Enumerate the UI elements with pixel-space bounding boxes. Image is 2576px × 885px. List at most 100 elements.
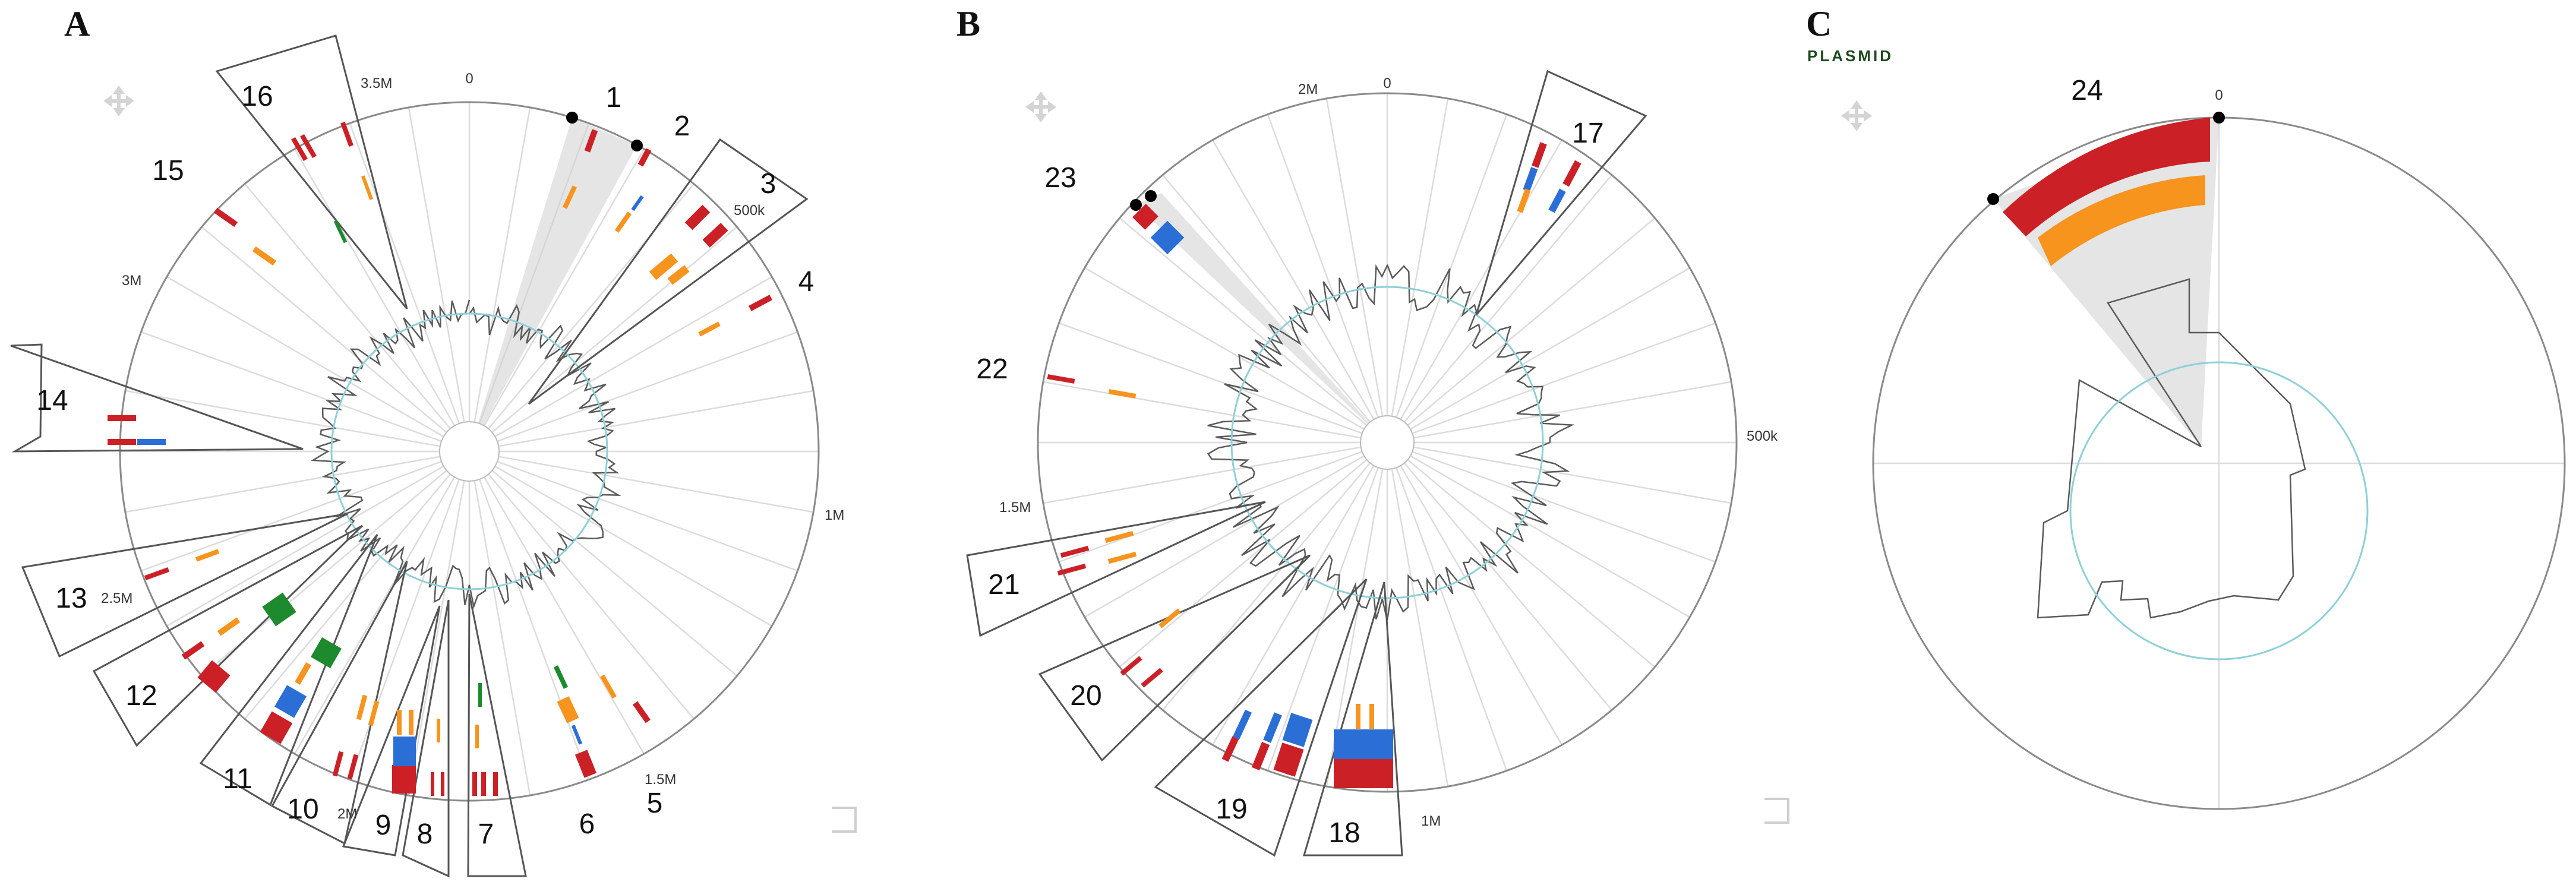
panel-b-highlight-sector xyxy=(1136,193,1387,442)
feature-mark xyxy=(393,737,416,766)
region-number-20: 20 xyxy=(1070,680,1101,712)
feature-mark xyxy=(574,750,597,778)
spoke-line xyxy=(1059,322,1363,434)
panel-b-spokes xyxy=(1038,93,1737,792)
feature-mark xyxy=(300,134,317,159)
spoke-line xyxy=(349,479,460,780)
plasmid-label: PLASMID xyxy=(1807,47,1893,65)
spoke-line xyxy=(349,123,460,424)
region-number-11: 11 xyxy=(223,763,252,795)
spoke-line xyxy=(483,476,645,754)
spoke-line xyxy=(408,481,465,796)
spoke-line xyxy=(1410,267,1690,430)
feature-mark xyxy=(361,175,374,200)
spoke-line xyxy=(1162,174,1371,423)
region-number-5: 5 xyxy=(647,788,663,819)
feature-mark xyxy=(1158,608,1181,628)
tick-label-2m: 2M xyxy=(337,806,357,822)
spoke-line xyxy=(491,470,738,677)
spoke-line xyxy=(1267,467,1379,771)
spoke-line xyxy=(1413,381,1732,439)
panel-a-features xyxy=(108,121,773,796)
feature-mark xyxy=(493,772,498,796)
spoke-line xyxy=(478,479,590,780)
feature-mark xyxy=(600,674,617,699)
panel-c: C PLASMID 0 24 xyxy=(1806,4,2566,810)
spoke-line xyxy=(483,148,645,426)
spoke-line xyxy=(497,460,798,572)
region-number-1: 1 xyxy=(606,82,622,113)
spoke-line xyxy=(293,476,456,754)
region-endpoint-marker xyxy=(1987,193,1999,205)
spoke-line xyxy=(141,331,442,442)
feature-mark xyxy=(1562,160,1581,187)
spoke-line xyxy=(1267,114,1379,418)
panel-c-spokes xyxy=(1873,118,2565,809)
feature-mark xyxy=(684,204,711,230)
feature-mark xyxy=(557,696,579,723)
spoke-line xyxy=(1119,217,1368,426)
feature-mark xyxy=(614,211,632,233)
callout-9 xyxy=(342,605,441,856)
spoke-line xyxy=(244,183,451,429)
spoke-line xyxy=(494,276,772,438)
region-number-9: 9 xyxy=(375,810,392,841)
spoke-line xyxy=(244,473,451,720)
feature-mark xyxy=(311,637,342,668)
feature-mark xyxy=(332,751,344,777)
feature-mark xyxy=(260,711,293,744)
spoke-line xyxy=(1403,174,1612,423)
spoke-line xyxy=(1391,469,1449,787)
spoke-line xyxy=(488,473,694,720)
feature-mark xyxy=(1273,742,1304,777)
feature-mark xyxy=(431,772,434,796)
feature-mark xyxy=(274,685,307,718)
spoke-line xyxy=(1407,217,1656,426)
feature-mark xyxy=(649,253,678,280)
region-number-22: 22 xyxy=(976,353,1008,385)
feature-mark xyxy=(441,772,444,796)
region-endpoint-marker xyxy=(2213,112,2225,124)
feature-mark xyxy=(1132,204,1158,230)
tick-label-0: 0 xyxy=(2215,87,2223,103)
spoke-line xyxy=(1413,446,1732,504)
feature-mark xyxy=(1150,220,1185,255)
feature-mark xyxy=(340,121,353,147)
region-number-12: 12 xyxy=(125,680,157,712)
callout-11 xyxy=(199,534,378,807)
callout-7 xyxy=(467,593,527,877)
spoke-line xyxy=(1211,140,1375,420)
feature-mark xyxy=(217,617,241,636)
tick-label-0: 0 xyxy=(1383,75,1391,91)
feature-mark xyxy=(137,439,166,445)
region-endpoint-marker xyxy=(566,112,578,124)
callout-3 xyxy=(528,138,809,405)
resize-corner-icon[interactable] xyxy=(1764,798,1789,824)
panel-label-a: A xyxy=(64,4,90,43)
feature-mark xyxy=(333,220,348,244)
region-endpoint-marker xyxy=(631,140,643,151)
resize-corner-icon[interactable] xyxy=(832,807,857,833)
feature-mark xyxy=(1517,188,1531,213)
feature-mark xyxy=(584,129,598,153)
spoke-line xyxy=(473,481,531,796)
feature-mark xyxy=(368,700,380,726)
feature-mark xyxy=(1282,713,1313,747)
feature-mark xyxy=(1369,704,1374,729)
callout-16 xyxy=(215,34,408,309)
panel-a-highlight-sector xyxy=(469,118,637,451)
spoke-line xyxy=(1084,267,1365,430)
feature-mark xyxy=(213,207,238,227)
move-arrows-icon[interactable] xyxy=(103,86,134,116)
spoke-line xyxy=(125,390,440,447)
feature-mark xyxy=(1057,563,1087,576)
spoke-line xyxy=(141,460,442,572)
move-arrows-icon[interactable] xyxy=(1025,91,1056,122)
spoke-line xyxy=(494,465,772,627)
feature-mark xyxy=(562,185,577,209)
move-arrows-icon[interactable] xyxy=(1841,100,1872,131)
feature-mark xyxy=(667,265,690,285)
feature-mark xyxy=(197,660,231,693)
feature-mark xyxy=(1334,757,1393,788)
